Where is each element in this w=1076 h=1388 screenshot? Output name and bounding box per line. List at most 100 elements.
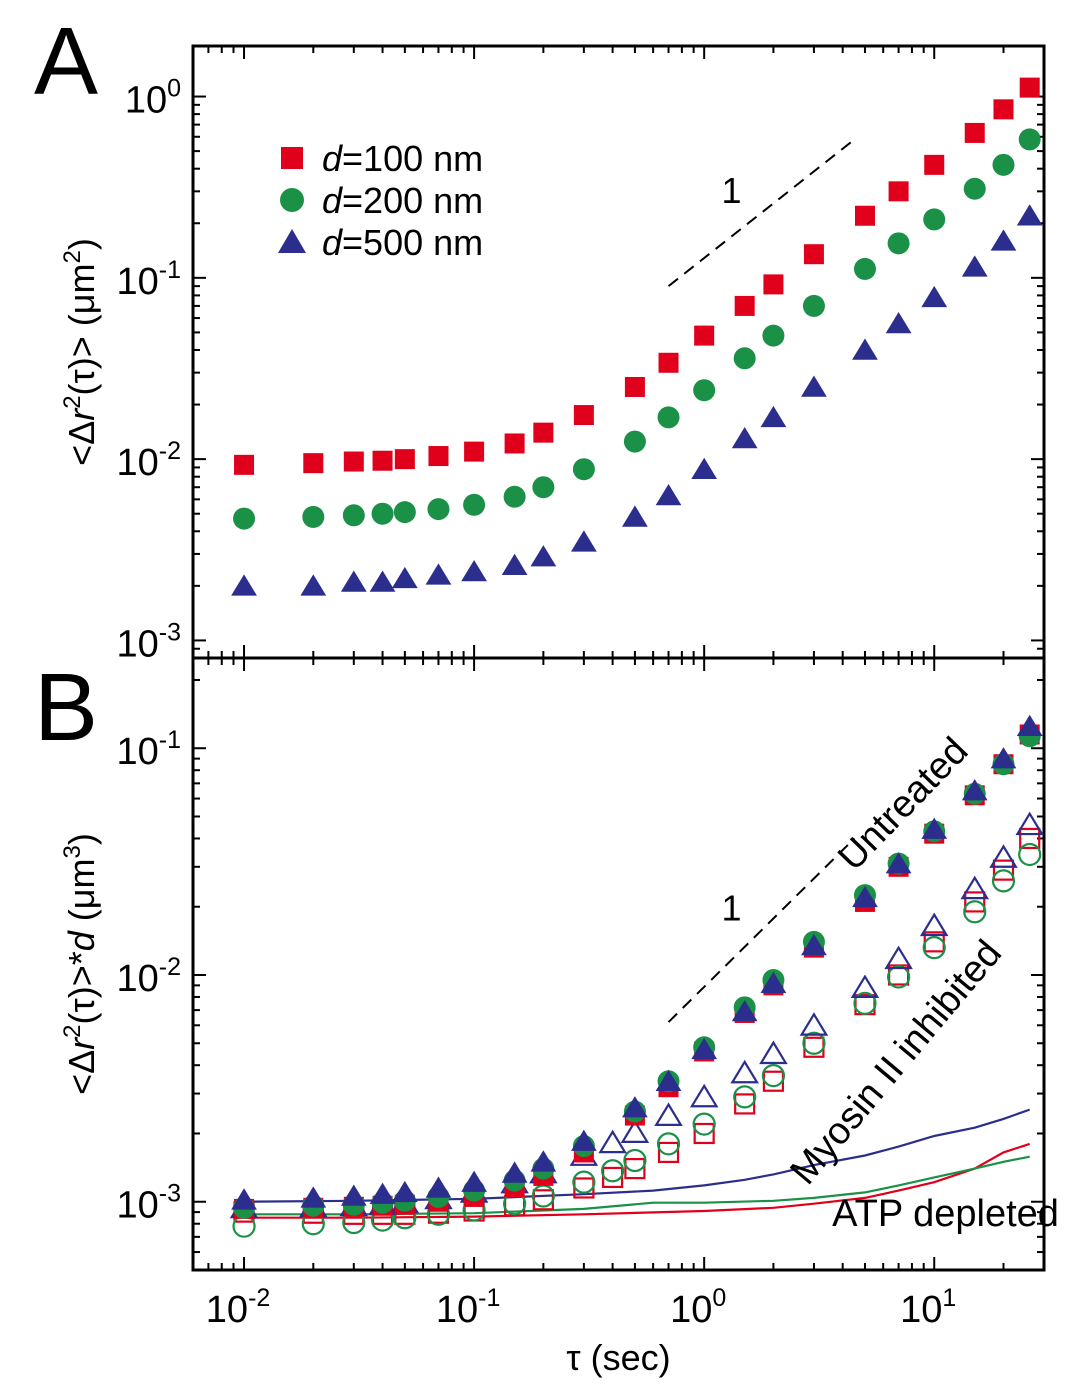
ylabel-part: (τ)> (μm — [61, 263, 102, 395]
panel-a-slope-label: 1 — [721, 170, 741, 211]
panel-b-data-point — [731, 1000, 758, 1022]
panel-b-frame — [191, 656, 1046, 1272]
ylabel-part: 3 — [59, 845, 86, 858]
panel-a-data-point — [504, 433, 525, 454]
panel-a-data-point — [532, 476, 555, 499]
panel-a-data-point — [731, 426, 758, 449]
panel-a-data-point — [501, 553, 528, 575]
tick-label-base: 10 — [206, 1289, 248, 1331]
panel-a-data-point — [853, 257, 876, 280]
panel-a-data-point — [990, 229, 1017, 251]
panel-b-data-point — [960, 875, 990, 900]
panel-b-data-point — [992, 859, 1015, 881]
panel-a-data-point — [371, 502, 394, 525]
panel-a-ytick-label: 100 — [125, 75, 181, 122]
panel-b-data-point — [622, 1096, 648, 1118]
tick-label-base: 10 — [900, 1289, 942, 1331]
panel-b-label: B — [34, 654, 98, 761]
panel-a-data-point — [803, 244, 824, 265]
panel-b-data-point — [655, 1069, 682, 1092]
tick-label-base: 10 — [116, 442, 158, 484]
panel-a-ytick-label: 10-2 — [116, 437, 181, 484]
ylabel-part: (μm — [61, 858, 102, 931]
panel-a-data-point — [231, 574, 257, 596]
ylabel-part: <Δ — [61, 1050, 102, 1095]
panel-a-data-point — [885, 311, 912, 334]
panel-a-data-point — [1019, 77, 1040, 98]
panel-a-data-point — [234, 454, 255, 475]
panel-a-data-point — [802, 294, 825, 317]
panel-b-data-point — [961, 779, 988, 801]
panel-a-data-point — [300, 574, 327, 596]
panel-b-data-point — [730, 1059, 759, 1084]
panel-a-data-point — [762, 324, 785, 347]
panel-a-data-point — [734, 295, 755, 316]
ylabel-part: ) — [61, 833, 102, 845]
ylabel-part: 2 — [59, 1024, 86, 1037]
panel-b-data-point — [734, 1093, 756, 1115]
panel-a-data-point — [461, 559, 487, 582]
panel-b-y-axis-title: <Δr2(τ)>*d (μm3) — [59, 833, 102, 1095]
panel-b-data-point — [885, 852, 912, 874]
panel-b-data-point — [990, 747, 1017, 769]
panel-a-data-point — [233, 507, 256, 530]
panel-b-data-point — [530, 1150, 557, 1172]
ylabel-part: <Δ — [61, 421, 102, 466]
panel-b-data-point — [602, 1166, 624, 1189]
tick-label-exponent: -2 — [159, 953, 181, 981]
panel-b-data-point — [922, 936, 946, 960]
panel-b-data-point — [852, 885, 878, 908]
tick-label-exponent: -3 — [159, 1180, 181, 1208]
panel-a-ytick-label: 10-3 — [116, 618, 181, 665]
panel-a-data-point — [428, 446, 449, 467]
panel-b-data-point — [572, 1170, 596, 1194]
tick-label-base: 10 — [116, 731, 158, 773]
panel-b-data-point — [989, 844, 1018, 868]
panel-a-data-point — [657, 406, 680, 429]
tick-label-exponent: -2 — [248, 1284, 270, 1312]
panel-a-data-point — [887, 232, 910, 255]
panel-b-data-point — [802, 1031, 826, 1055]
panel-a-data-point — [573, 405, 594, 426]
panel-a-data-point — [961, 255, 988, 277]
legend-label: d=100 nm — [322, 138, 483, 179]
panel-a-data-point — [463, 493, 486, 516]
panel-a-data-point — [503, 485, 526, 508]
legend-marker — [281, 147, 303, 169]
tick-label-exponent: 1 — [942, 1284, 956, 1312]
panel-a-data-point — [763, 274, 784, 295]
panel-a-data-point — [921, 285, 948, 308]
panel-b-xtick-label: 10-2 — [206, 1284, 271, 1331]
panel-b-xtick-label: 10-1 — [436, 1284, 501, 1331]
legend-label-variable: d — [322, 138, 343, 179]
panel-b-data-point — [624, 1158, 646, 1180]
panel-a-data-point — [760, 405, 787, 428]
panel-b-data-point — [689, 1083, 719, 1108]
tick-label-base: 10 — [125, 80, 167, 122]
panel-b-data-point — [654, 1102, 683, 1126]
legend-label-value: =100 nm — [342, 138, 483, 179]
panel-b-data-point — [850, 974, 880, 999]
panel-b-data-point — [886, 965, 911, 989]
panel-a-data-point — [964, 122, 985, 143]
panel-b-ytick-label: 10-3 — [116, 1180, 181, 1227]
x-axis-title: τ (sec) — [566, 1337, 670, 1378]
panel-a-data-point — [852, 338, 878, 360]
panel-a-y-axis-title: <Δr2(τ)> (μm2) — [59, 238, 102, 466]
tick-label-base: 10 — [670, 1289, 712, 1331]
panel-b-data-point — [761, 1063, 786, 1088]
panel-a-frame — [191, 44, 1046, 660]
panel-b-data-point — [884, 945, 913, 970]
panel-b-xtick-label: 101 — [900, 1284, 956, 1331]
panel-b-data-point — [425, 1176, 452, 1198]
panel-b-data-point — [501, 1161, 528, 1183]
ylabel-part: d — [61, 930, 102, 951]
panel-a-data-point — [854, 205, 875, 226]
panel-a-data-point — [533, 422, 554, 443]
panel-a-data-point — [427, 498, 450, 521]
panel-a-data-point — [655, 484, 682, 506]
ylabel-part: 2 — [59, 395, 86, 408]
panel-a-data-point — [1018, 128, 1041, 151]
panel-b-data-point — [853, 991, 877, 1015]
